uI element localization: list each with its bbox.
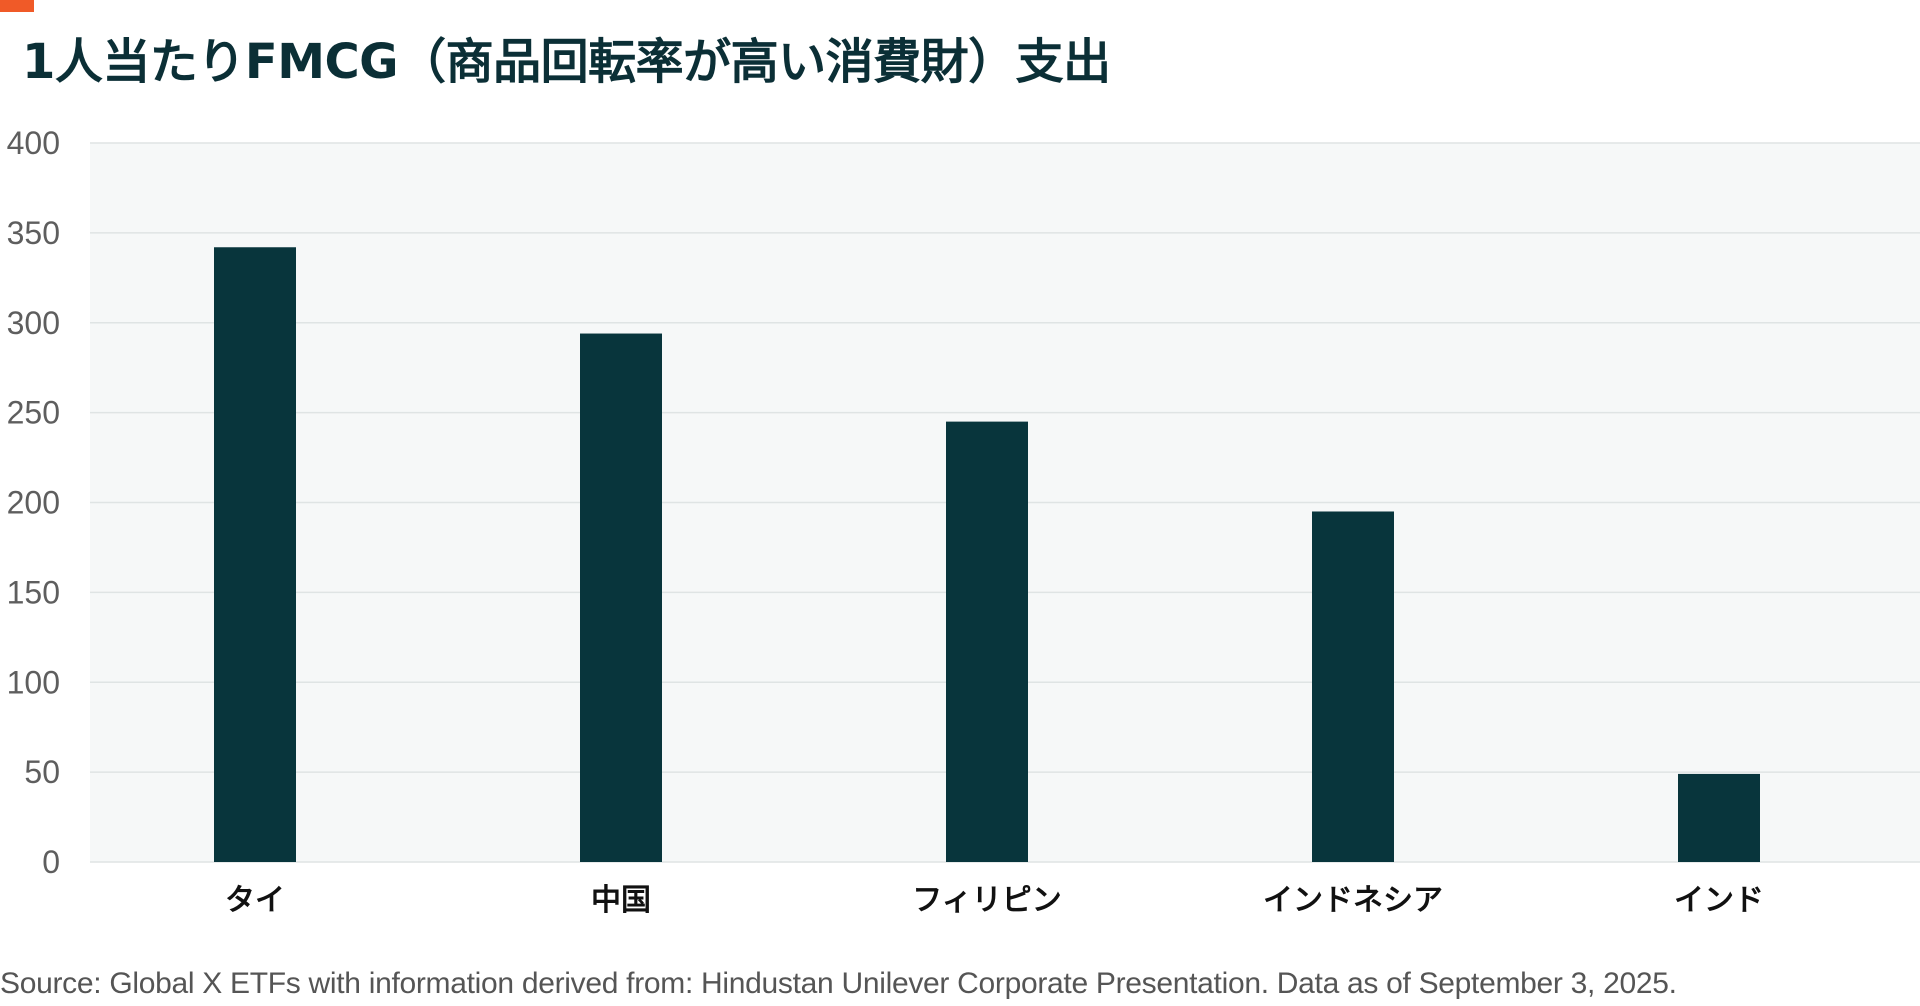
chart-title: 1人当たりFMCG（商品回転率が高い消費財）支出 — [22, 34, 1111, 90]
bar — [946, 421, 1028, 862]
source-note: Source: Global X ETFs with information d… — [0, 967, 1677, 1000]
y-tick-label: 100 — [7, 664, 60, 700]
x-category-label: インド — [1674, 883, 1764, 918]
y-tick-label: 0 — [42, 844, 60, 880]
bar — [1678, 773, 1760, 862]
y-tick-label: 350 — [7, 215, 60, 251]
y-tick-label: 250 — [7, 395, 60, 431]
y-tick-label: 300 — [7, 305, 60, 341]
x-category-label: インドネシア — [1263, 883, 1443, 918]
bars — [214, 247, 1760, 862]
bar — [1312, 511, 1394, 862]
x-category-label: タイ — [225, 883, 285, 918]
bar — [214, 247, 296, 862]
y-axis-ticks: 0 50 100 150 200 250 300 350 400 — [7, 125, 60, 880]
x-category-label: 中国 — [591, 883, 651, 918]
x-category-label: フィリピン — [912, 883, 1061, 918]
x-axis-labels: タイ 中国 フィリピン インドネシア インド — [225, 883, 1764, 918]
bar — [580, 333, 662, 862]
y-tick-label: 150 — [7, 574, 60, 610]
y-tick-label: 50 — [24, 754, 60, 790]
accent-bar — [0, 0, 34, 12]
y-tick-label: 200 — [7, 485, 60, 521]
y-tick-label: 400 — [7, 125, 60, 161]
